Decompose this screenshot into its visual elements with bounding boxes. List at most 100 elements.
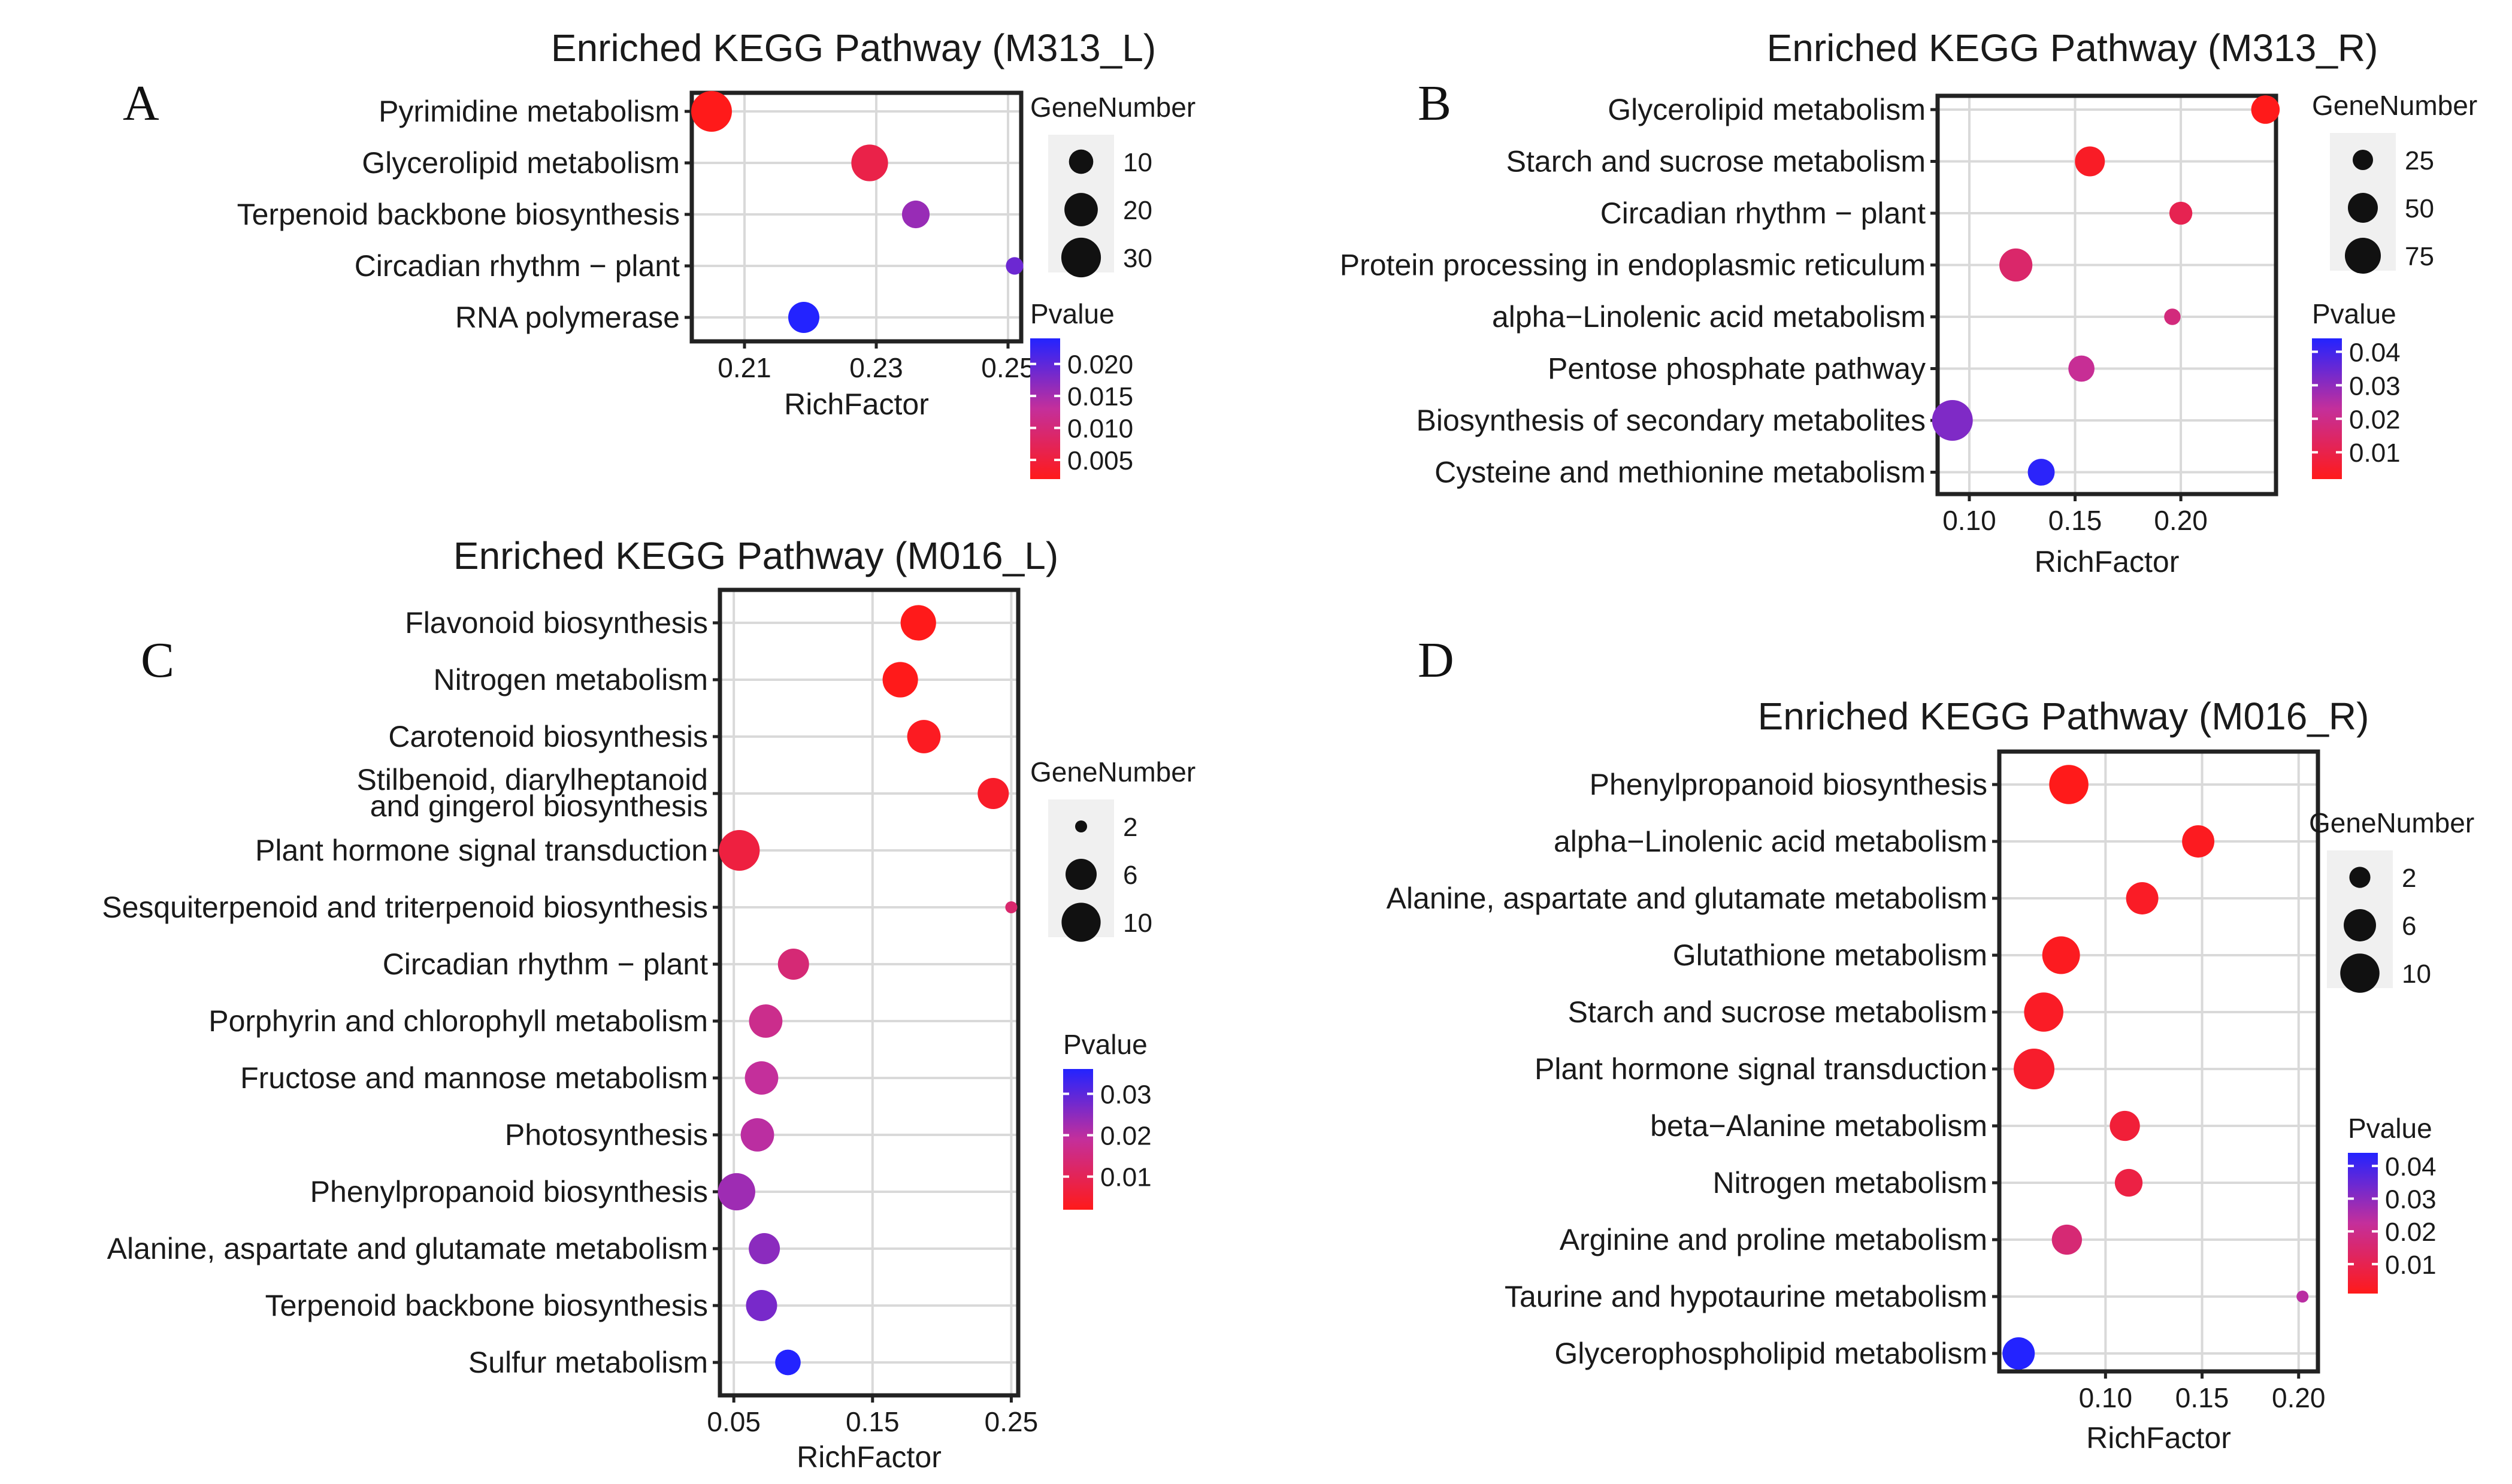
category-label: Circadian rhythm − plant bbox=[355, 249, 680, 283]
chart-title: Enriched KEGG Pathway (M313_R) bbox=[1767, 26, 2378, 69]
color-legend-label: 0.03 bbox=[2385, 1185, 2437, 1215]
data-point bbox=[1999, 248, 2033, 282]
data-point bbox=[740, 1118, 774, 1152]
category-label: Glutathione metabolism bbox=[1673, 938, 1987, 972]
data-point bbox=[2110, 1110, 2140, 1141]
category-label: Alanine, aspartate and glutamate metabol… bbox=[107, 1232, 708, 1265]
size-legend-key bbox=[1061, 902, 1101, 942]
panel-a: A Enriched KEGG Pathway (M313_L) Pyrimidin… bbox=[123, 26, 1196, 479]
data-point bbox=[749, 1233, 780, 1264]
size-legend-title: GeneNumber bbox=[1030, 756, 1196, 788]
size-legend-key bbox=[2340, 953, 2380, 993]
category-label: alpha−Linolenic acid metabolism bbox=[1554, 825, 1987, 858]
category-label: Protein processing in endoplasmic reticu… bbox=[1340, 249, 1926, 282]
size-legend-label: 2 bbox=[2402, 864, 2416, 893]
chart-title: Enriched KEGG Pathway (M016_L) bbox=[453, 534, 1058, 577]
data-point bbox=[2114, 1168, 2143, 1197]
data-point bbox=[2002, 1337, 2035, 1370]
category-label: Glycerolipid metabolism bbox=[1608, 93, 1926, 126]
size-legend-key bbox=[1075, 820, 1087, 832]
data-point bbox=[2251, 95, 2280, 124]
size-legend-key bbox=[2348, 193, 2378, 223]
color-legend-label: 0.04 bbox=[2349, 338, 2401, 367]
color-legend-label: 0.03 bbox=[1100, 1080, 1152, 1109]
plot-frame bbox=[1997, 749, 2320, 1374]
size-legend-label: 20 bbox=[1123, 196, 1152, 225]
data-point bbox=[2296, 1291, 2309, 1303]
data-point bbox=[882, 662, 918, 698]
size-legend-key bbox=[1061, 237, 1101, 278]
color-legend-bar bbox=[2312, 338, 2342, 479]
panel-c: C Enriched KEGG Pathway (M016_L) Flavonoid… bbox=[102, 534, 1196, 1474]
panel-letter-a: A bbox=[123, 75, 159, 131]
x-axis-title: RichFactor bbox=[2086, 1421, 2231, 1455]
size-legend-label: 6 bbox=[1123, 861, 1137, 890]
category-label: Nitrogen metabolism bbox=[1712, 1166, 1987, 1200]
data-point bbox=[718, 1173, 755, 1211]
panel-d: D Enriched KEGG Pathway (M016_R) Phenylpro… bbox=[1387, 632, 2475, 1455]
data-point bbox=[900, 605, 936, 641]
size-legend-key bbox=[1069, 149, 1094, 174]
color-legend-title: Pvalue bbox=[1063, 1029, 1148, 1060]
size-legend-label: 10 bbox=[1123, 908, 1152, 938]
category-label: Cysteine and methionine metabolism bbox=[1434, 456, 1926, 489]
size-legend-title: GeneNumber bbox=[1030, 92, 1196, 123]
data-point bbox=[977, 778, 1009, 809]
plot-frame bbox=[718, 587, 1021, 1398]
size-legend-label: 10 bbox=[2402, 959, 2431, 989]
category-label: Starch and sucrose metabolism bbox=[1568, 995, 1987, 1029]
plot-frame bbox=[1935, 93, 2278, 496]
category-label: Fructose and mannose metabolism bbox=[240, 1061, 708, 1095]
category-label: and gingerol biosynthesis bbox=[370, 789, 708, 823]
category-label: Plant hormone signal transduction bbox=[255, 834, 708, 867]
color-legend-label: 0.02 bbox=[2349, 405, 2401, 434]
data-point bbox=[1006, 257, 1024, 275]
data-point bbox=[788, 302, 819, 333]
size-legend-key bbox=[1064, 193, 1098, 226]
x-tick-label: 0.23 bbox=[849, 352, 903, 383]
panel-letter-c: C bbox=[141, 632, 174, 688]
data-point bbox=[1005, 901, 1018, 913]
color-legend-bar bbox=[1063, 1069, 1093, 1210]
size-legend-title: GeneNumber bbox=[2309, 807, 2474, 838]
panel-letter-b: B bbox=[1418, 75, 1451, 131]
category-label: Photosynthesis bbox=[505, 1118, 708, 1152]
x-axis-title: RichFactor bbox=[784, 387, 929, 421]
x-axis-title: RichFactor bbox=[2035, 545, 2180, 579]
x-tick-label: 0.10 bbox=[1942, 505, 1996, 536]
data-point bbox=[2024, 992, 2063, 1032]
x-tick-label: 0.20 bbox=[2154, 505, 2208, 536]
x-tick-label: 0.15 bbox=[2175, 1382, 2229, 1413]
category-label: Flavonoid biosynthesis bbox=[405, 606, 708, 640]
category-label: beta−Alanine metabolism bbox=[1650, 1109, 1987, 1143]
size-legend-label: 75 bbox=[2405, 242, 2434, 271]
color-legend-label: 0.01 bbox=[2349, 438, 2401, 468]
data-point bbox=[775, 1349, 801, 1376]
category-label: Phenylpropanoid biosynthesis bbox=[310, 1175, 708, 1209]
chart-title: Enriched KEGG Pathway (M016_R) bbox=[1758, 695, 2369, 738]
data-point bbox=[1932, 400, 1973, 441]
category-label: alpha−Linolenic acid metabolism bbox=[1492, 300, 1926, 334]
data-point bbox=[2051, 1224, 2083, 1255]
size-legend-label: 10 bbox=[1123, 148, 1152, 177]
x-tick-label: 0.25 bbox=[981, 352, 1035, 383]
category-label: Sulfur metabolism bbox=[468, 1346, 708, 1379]
chart-title: Enriched KEGG Pathway (M313_L) bbox=[551, 26, 1156, 69]
color-legend-label: 0.02 bbox=[2385, 1218, 2437, 1247]
size-legend-key bbox=[2349, 867, 2371, 888]
data-point bbox=[2027, 459, 2055, 486]
size-legend-title: GeneNumber bbox=[2312, 90, 2477, 121]
category-label: Taurine and hypotaurine metabolism bbox=[1505, 1280, 1987, 1313]
color-legend-label: 0.01 bbox=[1100, 1163, 1152, 1192]
category-label: Pentose phosphate pathway bbox=[1548, 352, 1926, 386]
category-label: Circadian rhythm − plant bbox=[383, 947, 708, 981]
x-tick-label: 0.10 bbox=[2079, 1382, 2133, 1413]
color-legend-label: 0.010 bbox=[1067, 414, 1133, 444]
x-axis-title: RichFactor bbox=[797, 1440, 942, 1474]
x-tick-label: 0.25 bbox=[985, 1406, 1039, 1437]
category-label: Phenylpropanoid biosynthesis bbox=[1590, 768, 1987, 801]
data-point bbox=[744, 1061, 779, 1095]
data-point bbox=[691, 91, 732, 132]
category-label: Terpenoid backbone biosynthesis bbox=[237, 198, 680, 231]
